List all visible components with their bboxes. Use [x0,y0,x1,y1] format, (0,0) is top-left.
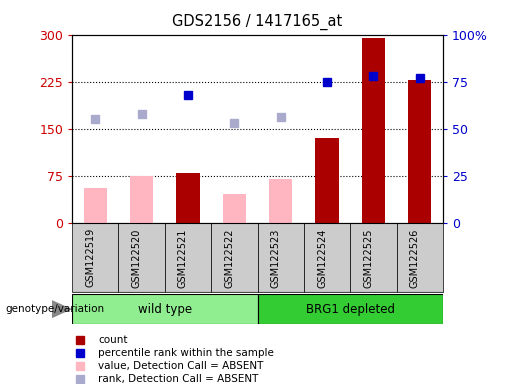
Text: GSM122520: GSM122520 [132,228,142,288]
Bar [408,80,431,223]
Text: rank, Detection Call = ABSENT: rank, Detection Call = ABSENT [98,374,259,384]
Bar [118,223,165,292]
Text: GSM122524: GSM122524 [317,228,327,288]
Text: genotype/variation: genotype/variation [5,304,104,314]
Bar [258,294,443,324]
Bar [84,188,107,223]
Polygon shape [52,300,72,318]
Text: percentile rank within the sample: percentile rank within the sample [98,348,274,358]
Text: GSM122523: GSM122523 [271,228,281,288]
Bar [315,138,338,223]
Bar [176,172,199,223]
Bar [304,223,350,292]
Bar [222,195,246,223]
Bar [165,223,211,292]
Bar [269,179,293,223]
Bar [72,223,118,292]
Bar [211,223,258,292]
Text: wild type: wild type [138,303,192,316]
Text: GDS2156 / 1417165_at: GDS2156 / 1417165_at [173,13,342,30]
Bar [130,176,153,223]
Bar [397,223,443,292]
Bar [350,223,397,292]
Bar [258,223,304,292]
Text: BRG1 depleted: BRG1 depleted [306,303,394,316]
Text: GSM122525: GSM122525 [364,228,373,288]
Text: count: count [98,335,128,345]
Text: GSM122519: GSM122519 [85,228,95,288]
Text: value, Detection Call = ABSENT: value, Detection Call = ABSENT [98,361,264,371]
Bar [72,294,258,324]
Text: GSM122522: GSM122522 [225,228,234,288]
Text: GSM122521: GSM122521 [178,228,188,288]
Bar [362,38,385,223]
Text: GSM122526: GSM122526 [410,228,420,288]
